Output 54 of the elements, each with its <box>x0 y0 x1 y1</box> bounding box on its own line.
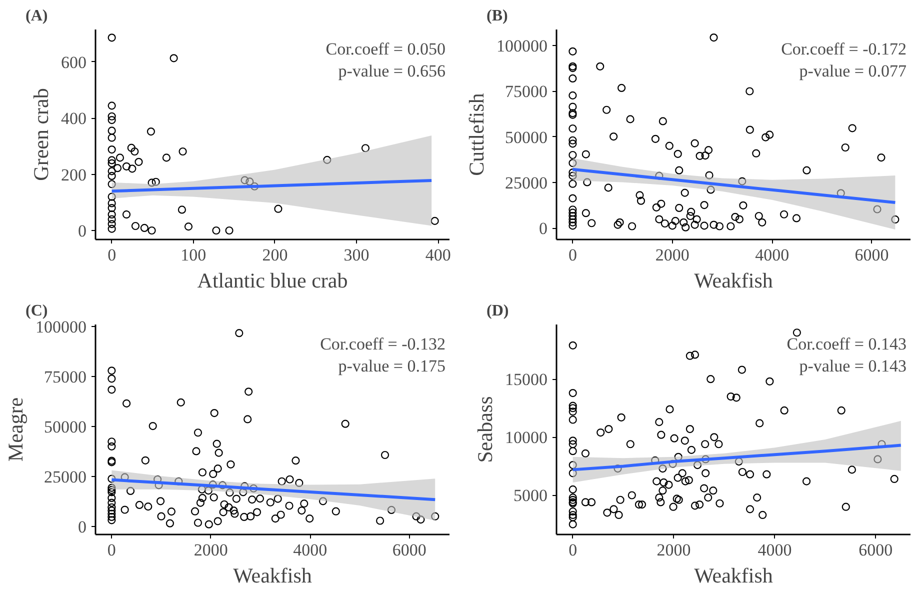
y-tick-label: 50000 <box>505 128 548 147</box>
y-tick-label: 0 <box>539 219 548 238</box>
y-tick-label: 50000 <box>44 418 86 437</box>
chart-title: (D) <box>486 302 509 320</box>
x-tick-label: 0 <box>568 246 577 264</box>
y-tick-label: 75000 <box>505 82 548 102</box>
x-tick-label: 400 <box>425 246 451 264</box>
x-tick-label: 2000 <box>656 540 691 560</box>
x-tick-label: 0 <box>107 540 116 560</box>
y-tick-label: 400 <box>61 109 86 128</box>
y-tick-label: 5000 <box>514 486 548 506</box>
annotation: p-value = 0.175 <box>338 356 446 376</box>
y-axis-title: Cuttlefish <box>464 92 488 176</box>
x-tick-label: 0 <box>568 540 578 560</box>
annotation: Cor.coeff = 0.050 <box>326 40 446 58</box>
annotation: p-value = 0.143 <box>799 356 906 376</box>
x-tick-label: 4000 <box>293 540 328 560</box>
x-axis-title: Weakfish <box>233 564 312 588</box>
y-tick-label: 15000 <box>505 370 548 390</box>
y-tick-label: 25000 <box>505 174 548 193</box>
annotation: Cor.coeff = -0.172 <box>781 40 907 58</box>
x-tick-label: 300 <box>344 246 370 264</box>
x-axis-title: Weakfish <box>694 564 774 588</box>
x-axis-title: Weakfish <box>694 268 774 292</box>
y-tick-label: 75000 <box>44 368 86 387</box>
x-tick-label: 6000 <box>392 540 426 560</box>
y-tick-label: 0 <box>78 222 86 241</box>
x-axis-title: Atlantic blue crab <box>197 268 348 292</box>
y-tick-label: 10000 <box>505 428 548 448</box>
annotation: Cor.coeff = -0.132 <box>320 334 446 354</box>
annotation: p-value = 0.656 <box>338 62 446 80</box>
x-tick-label: 200 <box>262 246 288 264</box>
x-tick-label: 4000 <box>755 246 790 264</box>
x-tick-label: 6000 <box>854 246 889 264</box>
y-axis-title: Green crab <box>29 88 53 181</box>
annotation: p-value = 0.077 <box>799 62 907 80</box>
x-tick-label: 2000 <box>655 246 690 264</box>
annotation: Cor.coeff = 0.143 <box>786 334 907 354</box>
chart-title: (A) <box>26 8 48 24</box>
chart-title: (B) <box>486 8 508 24</box>
x-tick-label: 6000 <box>858 540 893 560</box>
y-axis-title: Seabass <box>473 396 497 463</box>
x-tick-label: 4000 <box>758 540 792 560</box>
y-tick-label: 100000 <box>496 36 548 56</box>
x-tick-label: 0 <box>108 246 116 264</box>
y-axis-title: Meagre <box>4 397 28 462</box>
y-tick-label: 200 <box>61 165 86 184</box>
y-tick-label: 25000 <box>44 468 86 487</box>
chart-title: (C) <box>26 302 48 320</box>
y-tick-label: 0 <box>78 518 86 537</box>
x-tick-label: 100 <box>180 246 206 264</box>
y-tick-label: 100000 <box>36 318 86 337</box>
x-tick-label: 2000 <box>194 540 228 560</box>
y-tick-label: 600 <box>61 52 86 72</box>
